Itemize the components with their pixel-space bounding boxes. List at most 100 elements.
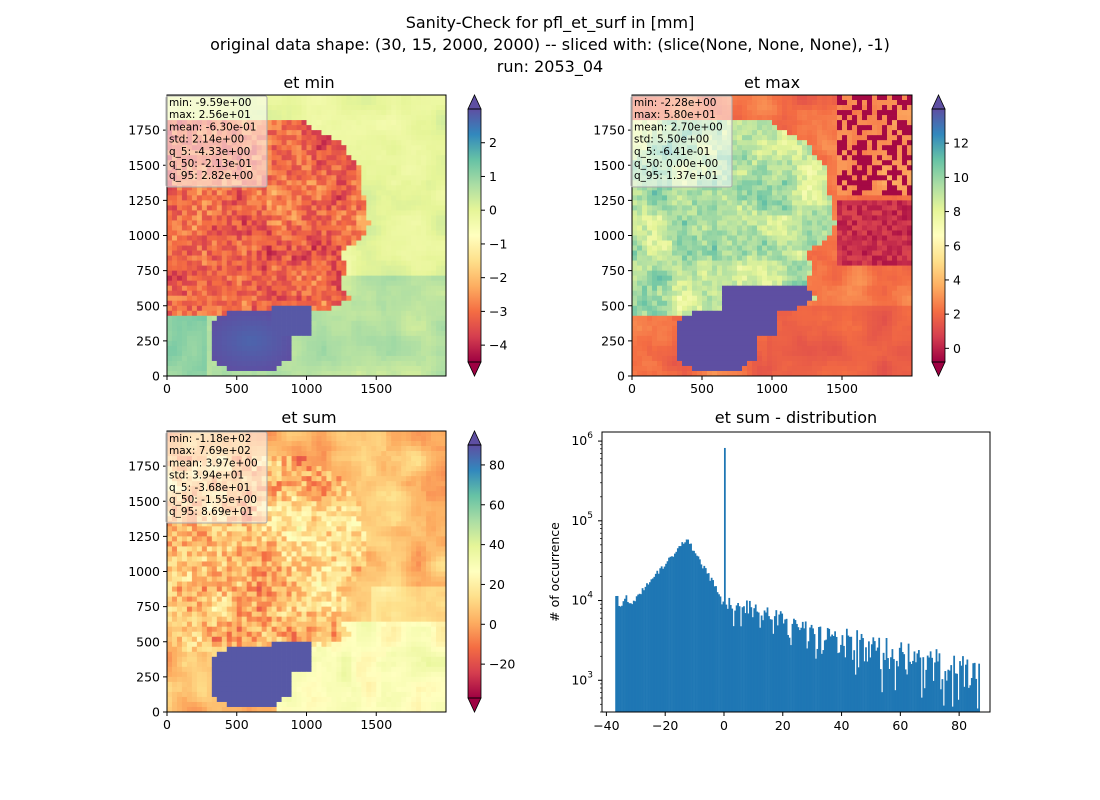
heatmap-cell: [361, 185, 367, 191]
heatmap-cell: [231, 185, 238, 191]
x-tick-label: 500: [225, 381, 249, 396]
heatmap-cell: [431, 355, 437, 362]
heatmap-cell: [431, 210, 437, 216]
heatmap-cell: [301, 240, 307, 246]
heatmap-cell: [762, 140, 768, 146]
heatmap-cell: [316, 205, 322, 211]
heatmap-cell: [321, 330, 327, 337]
heatmap-cell: [391, 310, 397, 317]
heatmap-cell: [181, 350, 188, 357]
heatmap-cell: [777, 95, 783, 101]
heatmap-cell: [892, 135, 898, 141]
heatmap-cell: [857, 200, 863, 206]
heatmap-cell: [762, 165, 768, 171]
heatmap-cell: [902, 210, 908, 216]
heatmap-cell: [171, 340, 178, 347]
heatmap-cell: [216, 235, 223, 241]
heatmap-cell: [201, 200, 208, 206]
heatmap-cell: [251, 200, 258, 206]
heatmap-cell: [887, 245, 893, 251]
heatmap-cell: [321, 155, 327, 161]
heatmap-cell: [306, 150, 312, 156]
heatmap-cell: [391, 230, 397, 236]
heatmap-cell: [296, 355, 302, 362]
heatmap-cell: [897, 210, 903, 216]
heatmap-cell: [837, 195, 843, 201]
heatmap-cell: [436, 305, 442, 312]
heatmap-cell: [176, 325, 183, 332]
heatmap-cell: [441, 175, 447, 181]
heatmap-cell: [241, 325, 248, 332]
heatmap-cell: [747, 165, 753, 171]
heatmap-cell: [301, 330, 307, 337]
heatmap-cell: [732, 170, 738, 176]
heatmap-cell: [221, 315, 228, 322]
heatmap-cell: [702, 185, 708, 191]
heatmap-cell: [672, 205, 678, 211]
heatmap-cell: [366, 235, 372, 241]
heatmap-cell: [246, 285, 253, 292]
heatmap-cell: [682, 250, 688, 256]
heatmap-cell: [752, 195, 758, 201]
heatmap-cell: [181, 215, 188, 221]
heatmap-cell: [261, 275, 267, 282]
heatmap-cell: [206, 260, 213, 266]
heatmap-cell: [902, 245, 908, 251]
x-tick-label: 1000: [291, 381, 323, 396]
heatmap-cell: [887, 180, 893, 186]
heatmap-cell: [276, 310, 282, 317]
heatmap-cell: [426, 350, 432, 357]
heatmap-cell: [667, 250, 673, 256]
heatmap-cell: [772, 245, 778, 251]
heatmap-cell: [296, 250, 302, 256]
heatmap-cell: [406, 350, 412, 357]
heatmap-cell: [867, 110, 873, 116]
heatmap-cell: [381, 120, 387, 126]
heatmap-cell: [441, 350, 447, 357]
heatmap-cell: [787, 110, 793, 116]
heatmap-cell: [281, 145, 287, 151]
heatmap-cell: [381, 190, 387, 196]
heatmap-cell: [171, 265, 178, 271]
heatmap-cell: [331, 160, 337, 166]
heatmap-cell: [897, 200, 903, 206]
heatmap-cell: [391, 155, 397, 161]
heatmap-cell: [667, 190, 673, 196]
heatmap-cell: [787, 150, 793, 156]
heatmap-cell: [386, 170, 392, 176]
heatmap-cell: [421, 210, 427, 216]
heatmap-cell: [351, 155, 357, 161]
heatmap-cell: [371, 235, 377, 241]
heatmap-cell: [331, 225, 337, 231]
heatmap-cell: [411, 360, 417, 367]
heatmap-cell: [261, 200, 267, 206]
heatmap-cell: [301, 160, 307, 166]
heatmap-cell: [902, 145, 908, 151]
heatmap-cell: [391, 290, 397, 297]
heatmap-cell: [807, 220, 813, 226]
heatmap-cell: [306, 165, 312, 171]
heatmap-cell: [356, 315, 362, 322]
heatmap-cell: [777, 205, 783, 211]
heatmap-cell: [772, 220, 778, 226]
heatmap-cell: [221, 185, 228, 191]
heatmap-cell: [647, 245, 653, 251]
heatmap-cell: [381, 135, 387, 141]
heatmap-cell: [341, 215, 347, 221]
heatmap-cell: [867, 210, 873, 216]
heatmap-cell: [832, 110, 838, 116]
heatmap-cell: [406, 250, 412, 256]
heatmap-cell: [226, 280, 233, 287]
heatmap-cell: [907, 145, 913, 151]
heatmap-cell: [827, 140, 833, 146]
heatmap-cell: [822, 205, 828, 211]
heatmap-cell: [236, 210, 243, 216]
heatmap-cell: [697, 225, 703, 231]
heatmap-cell: [847, 140, 853, 146]
heatmap-cell: [341, 100, 347, 106]
heatmap-cell: [807, 240, 813, 246]
heatmap-cell: [321, 195, 327, 201]
heatmap-cell: [266, 120, 272, 126]
heatmap-cell: [361, 345, 367, 352]
heatmap-cell: [732, 110, 738, 116]
